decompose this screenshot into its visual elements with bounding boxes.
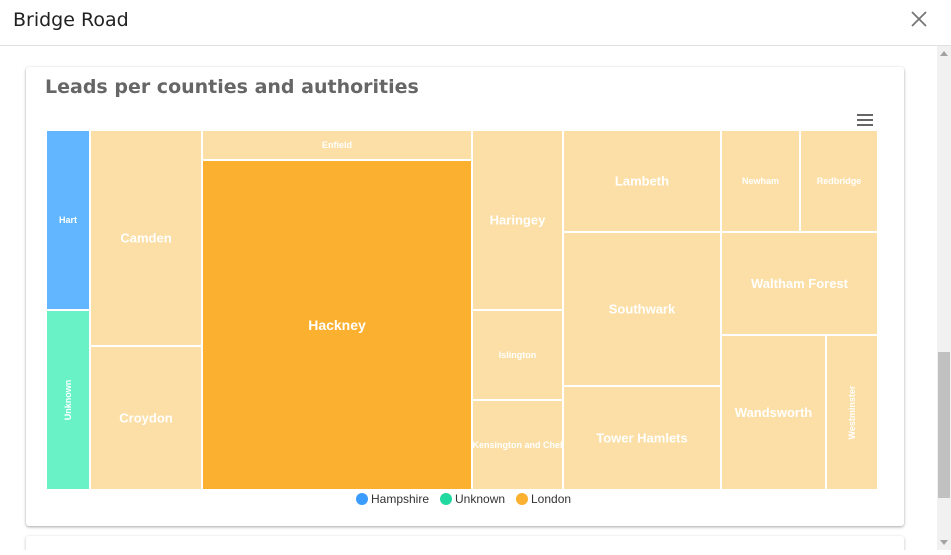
legend-marker[interactable] — [356, 493, 368, 505]
treemap-label: Kensington and Chel — [473, 440, 563, 450]
treemap-cell-islington[interactable] — [471, 309, 564, 401]
treemap-cell-wandsworth[interactable] — [720, 334, 827, 491]
arrow-up-icon — [940, 51, 948, 56]
vertical-scrollbar[interactable] — [937, 46, 951, 550]
dialog-content: Leads per counties and authorities Hart U… — [0, 46, 937, 550]
treemap-cell-hackney[interactable] — [201, 159, 473, 491]
legend-marker[interactable] — [516, 493, 528, 505]
legend-item-label[interactable]: London — [531, 492, 571, 506]
treemap-label: Haringey — [490, 213, 546, 228]
treemap-cell-camden[interactable] — [89, 129, 203, 347]
scroll-down-button[interactable] — [937, 534, 951, 550]
treemap-label: Croydon — [119, 411, 173, 426]
next-card — [26, 536, 904, 550]
treemap-chart: Hart Unknown Camden Croydon Enfield Hackney Ha… — [45, 129, 879, 506]
treemap-label: Newham — [742, 176, 779, 186]
treemap-cell-newham[interactable] — [720, 129, 801, 233]
treemap-cell-haringey[interactable] — [471, 129, 564, 311]
treemap-cell-waltham-forest[interactable] — [720, 231, 879, 336]
chart-legend: Hampshire Unknown London — [356, 492, 571, 506]
treemap-cell-redbridge[interactable] — [799, 129, 879, 233]
treemap-cell-lambeth[interactable] — [562, 129, 722, 233]
treemap-label: Enfield — [322, 140, 352, 150]
treemap-label: Camden — [120, 231, 171, 246]
treemap-label: Islington — [499, 350, 537, 360]
treemap-cell-southwark[interactable] — [562, 231, 722, 387]
treemap-cell-tower-hamlets[interactable] — [562, 385, 722, 491]
treemap-label: Hackney — [308, 317, 366, 333]
legend-item-label[interactable]: Unknown — [455, 492, 505, 506]
scroll-up-button[interactable] — [937, 46, 951, 62]
treemap-label: Tower Hamlets — [596, 431, 688, 446]
treemap-label: Wandsworth — [735, 405, 813, 420]
treemap-label: Southwark — [609, 302, 676, 317]
legend-marker[interactable] — [440, 493, 452, 505]
treemap-label: Unknown — [63, 380, 73, 421]
scroll-thumb[interactable] — [938, 352, 950, 498]
close-button[interactable] — [905, 5, 933, 33]
treemap-cell-enfield[interactable] — [201, 129, 473, 161]
arrow-down-icon — [940, 540, 948, 545]
treemap-label: Redbridge — [817, 176, 862, 186]
hamburger-icon — [857, 114, 873, 126]
treemap-cell-unknown[interactable] — [45, 309, 91, 491]
treemap-label: Westminster — [847, 385, 857, 439]
close-icon — [911, 11, 927, 27]
dialog-header: Bridge Road — [0, 0, 951, 46]
chart-card: Leads per counties and authorities Hart U… — [26, 67, 904, 526]
treemap-label: Lambeth — [615, 174, 669, 189]
treemap-label: Waltham Forest — [751, 276, 849, 291]
treemap-cell-westminster[interactable] — [825, 334, 879, 491]
chart-menu-button[interactable] — [854, 111, 876, 129]
treemap-label: Hart — [59, 215, 77, 225]
chart-title: Leads per counties and authorities — [45, 76, 419, 98]
legend-item-label[interactable]: Hampshire — [371, 492, 429, 506]
dialog-title: Bridge Road — [13, 9, 129, 31]
